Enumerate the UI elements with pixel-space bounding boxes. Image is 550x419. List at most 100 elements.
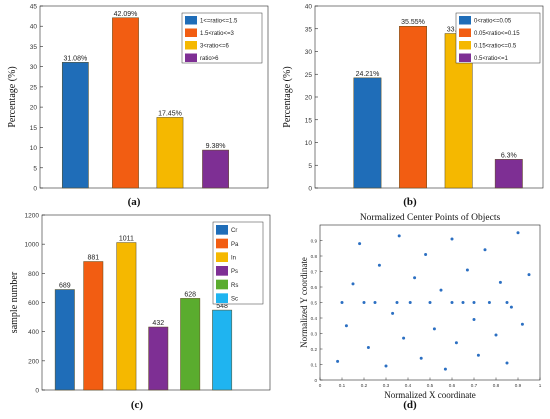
legend-swatch [185,41,197,50]
data-label: 35.55% [401,19,425,26]
bar-Cr [54,289,75,391]
y-tick-label: 0.1 [311,362,318,367]
y-tick-label: 30 [305,49,313,56]
y-tick-label: 200 [28,358,39,365]
legend-swatch [216,279,228,290]
legend-entry: 0.15<ratio<=0.5 [474,44,517,50]
data-label: 628 [184,291,196,298]
legend-swatch [185,28,197,37]
data-label: 31.08% [63,55,87,62]
scatter-point [358,242,362,246]
x-tick-label: 0.1 [339,383,346,388]
scatter-point [432,327,436,331]
legend-entry: Pa [231,242,239,248]
data-label: 432 [152,320,164,327]
bar-In [116,242,137,391]
y-tick-label: 15 [305,117,313,124]
y-tick-label: 15 [30,125,38,132]
panel-d: Normalized Center Points of Objects 0 0.1 0… [299,212,542,411]
panel-caption: (b) [403,196,417,208]
y-tick-label: 0 [314,378,317,383]
y-tick-label: 800 [28,271,39,278]
scatter-point [505,361,509,365]
legend-entry: ratio>6 [200,56,219,62]
y-tick-label: 10 [30,145,38,152]
legend-entry: 1.5<ratio<=3 [200,31,235,37]
y-tick-label: 5 [33,165,37,172]
legend-entry: 1<=ratio<=1.5 [200,19,238,25]
scatter-point [487,301,491,304]
panel-caption: (c) [131,399,144,411]
y-tick-label: 0.6 [311,285,318,290]
legend-entry: 0.5<ratio<=1 [474,56,509,62]
scatter-point [391,311,395,315]
scatter-point [472,318,476,322]
x-tick-label: 0.6 [449,383,456,388]
scatter-point [476,353,480,357]
panel-caption: (d) [403,399,417,411]
plot-area-frame [39,5,269,189]
x-tick-label: 0 [319,383,322,388]
y-tick-label: 1200 [25,213,40,220]
scatter-point [408,301,412,304]
y-tick-label: 5 [308,163,312,170]
panel-caption: (a) [128,196,141,208]
y-tick-label: 0.5 [311,300,318,305]
legend-entry: Sc [231,297,238,303]
scatter-point [498,280,502,284]
y-tick-label: 25 [305,72,313,79]
scatter-point [505,301,509,304]
legend-swatch [459,28,471,37]
data-label: 6.3% [501,152,517,159]
scatter-point [461,301,465,304]
scatter-point [377,263,381,267]
legend-swatch [459,41,471,50]
y-tick-label: 45 [30,4,38,11]
legend-entry: Ps [231,269,238,275]
bar-0<ratio<=0.05 [353,77,382,189]
y-tick-label: 20 [305,95,313,102]
data-label: 689 [59,283,71,290]
x-axis-label: Normalized X coordinate [384,390,475,400]
legend-swatch [216,238,228,249]
scatter-point [366,345,370,349]
legend-swatch [216,293,228,303]
y-tick-label: 25 [30,84,38,91]
y-tick-label: 0.7 [311,269,318,274]
panel-a: 0 5 10 15 20 25 30 35 40 45 Percentage (%) 31.08% 42… [7,4,269,208]
scatter-point [413,276,417,280]
scatter-point [424,252,428,256]
y-tick-label: 30 [30,64,38,71]
chart-title: Normalized Center Points of Objects [360,212,501,223]
scatter-point [454,341,458,345]
legend-swatch [185,53,197,62]
data-label: 9.38% [206,143,226,150]
y-tick-label: 40 [30,24,38,31]
bar-1.5<ratio<=3 [112,17,139,189]
legend-swatch [459,53,471,62]
y-tick-label: 0.9 [311,238,318,243]
y-tick-label: 0.3 [311,331,318,336]
scatter-point [428,301,432,304]
y-axis-label: Percentage (%) [282,66,293,127]
x-tick-label: 0.2 [361,383,368,388]
y-tick-label: 35 [30,44,38,51]
scatter-point [336,359,340,363]
data-label: 17.45% [158,110,182,117]
x-tick-label: 0.7 [471,383,478,388]
legend-entry: 3<ratio<=6 [200,44,230,50]
scatter-point [509,305,513,309]
scatter-point [362,301,366,304]
x-tick-label: 0.8 [493,383,500,388]
scatter-point [494,333,498,337]
bar-Sc [212,309,233,391]
x-tick-label: 0.5 [427,383,434,388]
y-axis-label: Normalized Y coordinate [299,257,309,348]
legend-entry: 0<ratio<=0.05 [474,19,512,25]
scatter-point [516,231,520,235]
bar-1<=ratio<=1.5 [61,62,89,189]
scatter-point [472,301,476,304]
data-label: 881 [87,255,99,262]
x-tick-label: 0.9 [515,383,522,388]
